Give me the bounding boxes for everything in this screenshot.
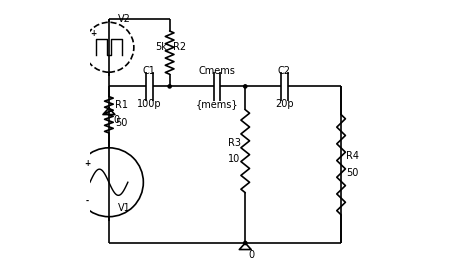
- Text: {mems}: {mems}: [196, 99, 238, 109]
- Text: R3: R3: [228, 138, 241, 148]
- Text: R4: R4: [346, 151, 359, 161]
- Circle shape: [168, 85, 171, 88]
- Text: C1: C1: [143, 66, 156, 76]
- Circle shape: [243, 241, 247, 245]
- Text: -: -: [86, 197, 89, 206]
- Text: Cmems: Cmems: [198, 66, 235, 76]
- Text: +: +: [85, 159, 90, 168]
- Text: 20p: 20p: [275, 99, 294, 109]
- Text: 100p: 100p: [137, 99, 162, 109]
- Text: 50: 50: [346, 167, 358, 177]
- Text: C2: C2: [278, 66, 291, 76]
- Text: 10: 10: [228, 154, 240, 164]
- Text: V2: V2: [117, 14, 130, 23]
- Text: +: +: [90, 29, 97, 38]
- Text: V1: V1: [117, 202, 130, 212]
- Text: 0: 0: [114, 115, 120, 125]
- Text: R1: R1: [115, 100, 128, 110]
- Circle shape: [243, 85, 247, 88]
- Text: 0: 0: [248, 250, 255, 260]
- Text: 50: 50: [115, 117, 127, 127]
- Text: R2: R2: [173, 42, 186, 52]
- Text: 5k: 5k: [155, 42, 166, 52]
